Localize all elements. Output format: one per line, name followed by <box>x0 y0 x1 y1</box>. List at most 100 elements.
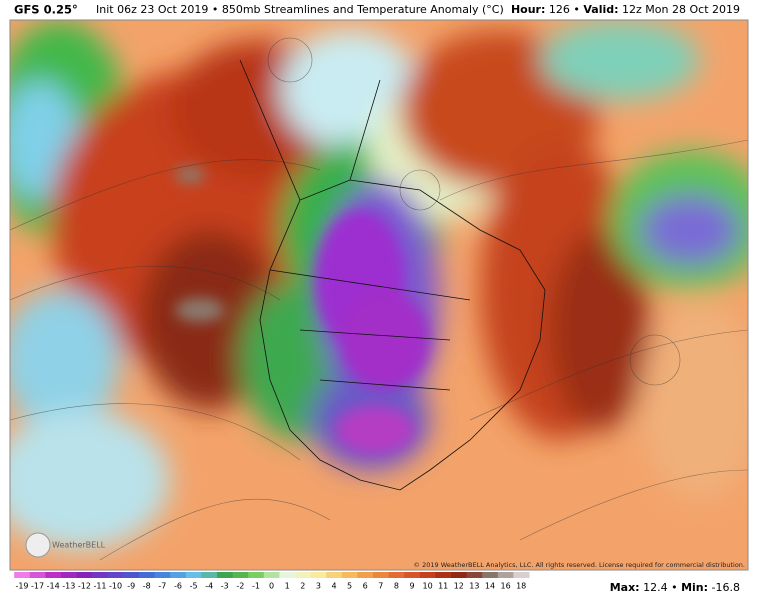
colorbar-swatch <box>107 572 124 578</box>
streamlines <box>10 37 748 561</box>
state-lines <box>269 269 471 391</box>
copyright: © 2019 WeatherBELL Analytics, LLC. All r… <box>414 561 745 569</box>
colorbar-label: -2 <box>236 582 244 591</box>
colorbar-label: -12 <box>78 582 91 591</box>
colorbar-swatch <box>513 572 530 578</box>
colorbar-label: -14 <box>47 582 60 591</box>
streamline <box>99 498 331 561</box>
colorbar-swatch <box>217 572 234 578</box>
colorbar-swatch <box>201 572 218 578</box>
max: 12.4 <box>643 581 668 594</box>
colorbar-swatch <box>357 572 374 578</box>
valid-time: Hour: 126 • Valid: 12z Mon 28 Oct 2019 <box>511 3 740 16</box>
colorbar-swatch <box>29 572 46 578</box>
streamline <box>10 403 301 461</box>
colorbar-swatch <box>295 572 312 578</box>
colorbar-swatch <box>451 572 468 578</box>
separator: • <box>573 3 580 16</box>
map: WeatherBELL © 2019 WeatherBELL Analytics… <box>10 20 748 570</box>
colorbar-swatch <box>154 572 171 578</box>
colorbar-swatch <box>185 572 202 578</box>
colorbar-label: -13 <box>62 582 75 591</box>
colorbar-label: -4 <box>205 582 213 591</box>
valid: 12z Mon 28 Oct 2019 <box>622 3 740 16</box>
colorbar-label: 8 <box>394 582 399 591</box>
colorbar-swatch <box>435 572 452 578</box>
streamline <box>439 139 748 201</box>
max-min: Max: 12.4 • Min: -16.8 <box>610 581 740 594</box>
borders <box>239 59 546 491</box>
streamline <box>399 169 441 211</box>
colorbar-swatch <box>170 572 187 578</box>
streamline <box>267 37 313 83</box>
streamline <box>10 265 281 301</box>
colorbar-swatch <box>279 572 296 578</box>
colorbar-swatch <box>310 572 327 578</box>
colorbar-label: 18 <box>516 582 526 591</box>
colorbar-label: -11 <box>93 582 106 591</box>
colorbar: -19 -17 -14 -13 -12 -11 -10 -9 -8 -7 -6 -5 -4 -3 -2 -1 0… <box>14 572 530 591</box>
colorbar-swatch <box>123 572 140 578</box>
streamline <box>10 159 321 231</box>
streamline <box>519 469 748 541</box>
colorbar-swatch <box>341 572 358 578</box>
colorbar-label: 14 <box>485 582 495 591</box>
colorbar-label: -9 <box>127 582 135 591</box>
model-name: GFS 0.25° <box>14 3 78 17</box>
colorbar-swatch <box>45 572 62 578</box>
streamline <box>629 334 681 386</box>
max-label: Max: <box>610 581 640 594</box>
colorbar-swatch <box>373 572 390 578</box>
colorbar-swatch <box>139 572 156 578</box>
colorbar-label: 0 <box>269 582 274 591</box>
colorbar-swatch <box>404 572 421 578</box>
colorbar-swatch <box>232 572 249 578</box>
valid-label: Valid: <box>583 3 618 16</box>
colorbar-label: -7 <box>158 582 166 591</box>
separator: • <box>671 581 678 594</box>
streamline <box>469 329 748 421</box>
colorbar-label: 4 <box>331 582 336 591</box>
canada-lines <box>239 59 381 201</box>
description: Init 06z 23 Oct 2019 • 850mb Streamlines… <box>96 3 504 16</box>
colorbar-swatch <box>497 572 514 578</box>
logo: WeatherBELL <box>25 532 106 558</box>
colorbar-label: 9 <box>409 582 414 591</box>
colorbar-label: -10 <box>109 582 122 591</box>
colorbar-label: -17 <box>31 582 44 591</box>
colorbar-label: 11 <box>438 582 448 591</box>
colorbar-swatch <box>466 572 483 578</box>
colorbar-label: 1 <box>285 582 290 591</box>
cold-core <box>175 167 430 455</box>
logo-icon <box>25 532 51 558</box>
colorbar-label: -6 <box>174 582 182 591</box>
hour: 126 <box>549 3 570 16</box>
colorbar-label: -5 <box>190 582 198 591</box>
colorbar-label: 6 <box>363 582 368 591</box>
min-label: Min: <box>681 581 708 594</box>
colorbar-label: 10 <box>423 582 433 591</box>
colorbar-label: 2 <box>300 582 305 591</box>
colorbar-label: 12 <box>454 582 464 591</box>
colorbar-swatch <box>326 572 343 578</box>
colorbar-swatch <box>482 572 499 578</box>
us-outline <box>259 179 546 491</box>
colorbar-label: 13 <box>469 582 479 591</box>
colorbar-swatch <box>419 572 436 578</box>
map-frame <box>9 19 749 571</box>
colorbar-label: 5 <box>347 582 352 591</box>
colorbar-swatch <box>14 572 31 578</box>
colorbar-swatch <box>263 572 280 578</box>
logo-text: WeatherBELL <box>52 541 106 550</box>
colorbar-swatch <box>92 572 109 578</box>
colorbar-label: 7 <box>378 582 383 591</box>
colorbar-label: -8 <box>143 582 151 591</box>
min: -16.8 <box>712 581 740 594</box>
colorbar-swatch <box>248 572 265 578</box>
colorbar-label: 16 <box>501 582 511 591</box>
colorbar-swatch <box>76 572 93 578</box>
hour-label: Hour: <box>511 3 545 16</box>
colorbar-label: 3 <box>316 582 321 591</box>
